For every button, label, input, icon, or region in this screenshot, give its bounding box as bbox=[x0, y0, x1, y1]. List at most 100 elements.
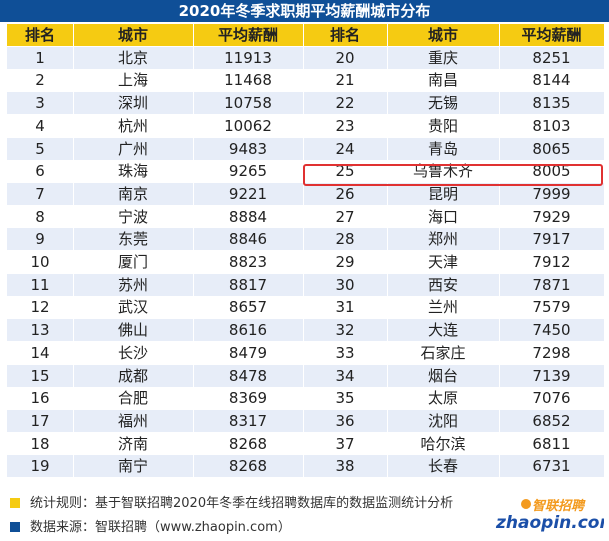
table-row: 7 南京 9221 26 昆明 7999 bbox=[7, 182, 604, 205]
city-cell: 兰州 bbox=[427, 298, 458, 317]
rank-cell: 6 bbox=[35, 162, 45, 181]
column-divider bbox=[387, 251, 388, 273]
rank-cell: 26 bbox=[335, 184, 355, 203]
city-cell: 南京 bbox=[117, 184, 148, 203]
city-cell: 哈尔滨 bbox=[420, 434, 466, 453]
rank-cell: 28 bbox=[335, 230, 355, 249]
rank-cell: 8 bbox=[35, 207, 45, 226]
blue-square-icon bbox=[10, 522, 20, 532]
column-divider bbox=[73, 182, 74, 205]
salary-cell: 7912 bbox=[532, 253, 571, 271]
city-cell: 北京 bbox=[117, 48, 148, 67]
column-divider bbox=[193, 228, 194, 251]
logo-cn-text: 智联招聘 bbox=[532, 498, 586, 514]
city-cell: 长春 bbox=[427, 457, 458, 476]
column-divider bbox=[387, 228, 388, 251]
rank-cell: 38 bbox=[335, 457, 355, 476]
city-cell: 苏州 bbox=[117, 275, 148, 294]
footer-note-source-text: 数据来源：智联招聘（www.zhaopin.com） bbox=[30, 520, 291, 535]
column-divider bbox=[73, 228, 74, 251]
column-divider bbox=[73, 24, 74, 46]
logo-dot-icon bbox=[521, 499, 531, 509]
city-cell: 厦门 bbox=[117, 253, 148, 271]
rank-cell: 30 bbox=[335, 275, 355, 294]
salary-cell: 8479 bbox=[228, 343, 268, 362]
table-row: 10 厦门 8823 29 天津 7912 bbox=[7, 251, 604, 273]
salary-cell: 7450 bbox=[532, 321, 571, 340]
column-divider bbox=[303, 24, 304, 46]
column-divider bbox=[499, 296, 500, 319]
column-divider bbox=[303, 273, 304, 296]
column-divider bbox=[73, 160, 74, 183]
column-divider bbox=[73, 432, 74, 455]
salary-cell: 9265 bbox=[228, 162, 268, 181]
table-row: 4 杭州 10062 23 贵阳 8103 bbox=[7, 114, 604, 137]
column-divider bbox=[73, 455, 74, 478]
rank-cell: 11 bbox=[30, 275, 50, 294]
column-divider bbox=[499, 409, 500, 432]
column-divider bbox=[499, 364, 500, 387]
column-divider bbox=[387, 160, 388, 183]
column-divider bbox=[387, 46, 388, 69]
rank-cell: 12 bbox=[30, 298, 50, 317]
column-divider bbox=[499, 92, 500, 115]
rank-cell: 33 bbox=[335, 343, 355, 362]
column-divider bbox=[73, 46, 74, 69]
column-divider bbox=[387, 319, 388, 342]
column-divider bbox=[193, 205, 194, 228]
city-cell: 合肥 bbox=[117, 389, 148, 408]
column-divider bbox=[73, 409, 74, 432]
salary-cell: 7871 bbox=[532, 275, 571, 294]
city-cell: 昆明 bbox=[427, 184, 458, 203]
column-divider bbox=[303, 387, 304, 410]
city-cell: 重庆 bbox=[427, 48, 458, 67]
table-row: 19 南宁 8268 38 长春 6731 bbox=[7, 455, 604, 478]
rank-cell: 7 bbox=[35, 184, 45, 203]
column-divider bbox=[499, 251, 500, 273]
rank-cell: 27 bbox=[335, 207, 355, 226]
city-cell: 烟台 bbox=[427, 366, 458, 385]
column-divider bbox=[303, 432, 304, 455]
table-row: 11 苏州 8817 30 西安 7871 bbox=[7, 273, 604, 296]
salary-cell: 6731 bbox=[532, 457, 571, 476]
salary-cell: 8251 bbox=[532, 48, 571, 67]
salary-cell: 7929 bbox=[532, 207, 571, 226]
column-divider bbox=[303, 46, 304, 69]
column-divider bbox=[73, 137, 74, 160]
column-divider bbox=[499, 46, 500, 69]
salary-cell: 9483 bbox=[228, 139, 268, 158]
city-cell: 石家庄 bbox=[420, 343, 466, 362]
rank-cell: 19 bbox=[30, 457, 50, 476]
rank-cell: 16 bbox=[30, 389, 50, 408]
city-cell: 太原 bbox=[427, 389, 458, 408]
rank-cell: 1 bbox=[35, 48, 45, 67]
city-cell: 成都 bbox=[117, 366, 148, 385]
column-divider bbox=[193, 24, 194, 46]
salary-cell: 7076 bbox=[532, 389, 571, 408]
rank-cell: 9 bbox=[35, 230, 45, 249]
city-cell: 海口 bbox=[427, 207, 458, 226]
table-row: 8 宁波 8884 27 海口 7929 bbox=[7, 205, 604, 228]
column-divider bbox=[499, 455, 500, 478]
column-divider bbox=[387, 455, 388, 478]
city-cell: 西安 bbox=[427, 275, 458, 294]
column-header: 排名 bbox=[24, 26, 55, 44]
column-divider bbox=[499, 432, 500, 455]
salary-cell: 7917 bbox=[532, 230, 571, 249]
column-divider bbox=[387, 114, 388, 137]
salary-cell: 11468 bbox=[224, 71, 272, 90]
rank-cell: 22 bbox=[335, 94, 355, 113]
city-cell: 沈阳 bbox=[427, 411, 458, 430]
table-row: 12 武汉 8657 31 兰州 7579 bbox=[7, 296, 604, 319]
rank-cell: 3 bbox=[35, 94, 45, 113]
city-cell: 东莞 bbox=[117, 230, 148, 249]
salary-cell: 8846 bbox=[228, 230, 268, 249]
page-title: 2020年冬季求职期平均薪酬城市分布 bbox=[0, 0, 609, 22]
city-cell: 乌鲁木齐 bbox=[412, 162, 473, 181]
rank-cell: 14 bbox=[30, 343, 50, 362]
salary-cell: 10758 bbox=[224, 94, 272, 113]
column-divider bbox=[387, 273, 388, 296]
city-cell: 上海 bbox=[117, 71, 148, 90]
salary-cell: 7999 bbox=[532, 184, 571, 203]
column-divider bbox=[499, 387, 500, 410]
